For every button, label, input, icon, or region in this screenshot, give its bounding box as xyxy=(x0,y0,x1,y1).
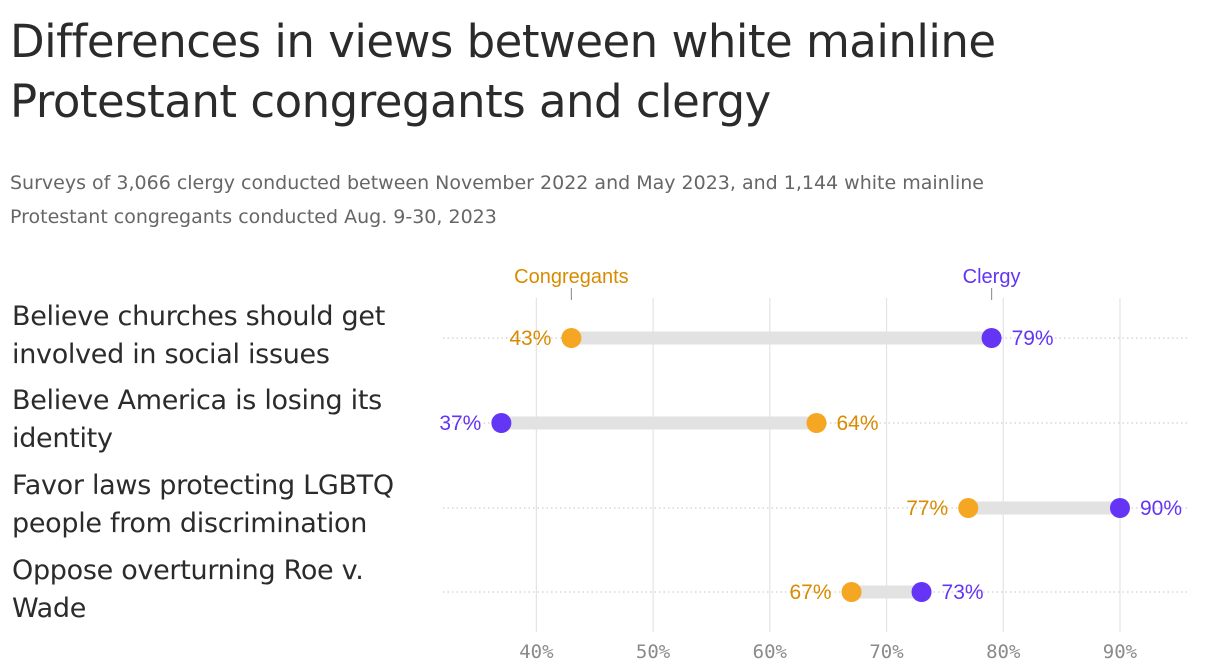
row-label-line: people from discrimination xyxy=(12,508,368,539)
dot-clergy xyxy=(491,413,512,433)
value-label-clergy: 90% xyxy=(1140,497,1182,520)
legend-label-congregants: Congregants xyxy=(514,266,629,288)
chart-title-line-2: Protestant congregants and clergy xyxy=(10,75,771,128)
value-label-congregants: 43% xyxy=(509,327,551,350)
row-label-lgbtq-laws: Favor laws protecting LGBTQ people from … xyxy=(12,467,437,543)
value-label-congregants: 77% xyxy=(906,497,948,520)
chart-subtitle-line-1: Surveys of 3,066 clergy conducted betwee… xyxy=(10,172,984,194)
x-tick-label: 80% xyxy=(986,641,1021,663)
row-label-line: involved in social issues xyxy=(12,339,330,370)
row-label-line: Believe churches should get xyxy=(12,301,385,332)
value-label-clergy: 37% xyxy=(439,412,481,435)
row-label-line: identity xyxy=(12,423,113,454)
dot-congregants xyxy=(841,582,862,602)
chart-subtitle: Surveys of 3,066 clergy conducted betwee… xyxy=(10,166,1160,234)
dot-clergy xyxy=(981,328,1002,348)
x-tick-label: 50% xyxy=(636,641,671,663)
row-label-america-identity: Believe America is losing its identity xyxy=(12,382,437,458)
row-label-line: Oppose overturning Roe v. xyxy=(12,555,364,586)
dot-congregants xyxy=(806,413,827,433)
chart-title-line-1: Differences in views between white mainl… xyxy=(10,15,996,68)
legend-label-clergy: Clergy xyxy=(963,266,1021,288)
value-label-clergy: 79% xyxy=(1012,327,1054,350)
dot-congregants xyxy=(958,498,979,518)
row-label-line: Wade xyxy=(12,593,87,624)
x-tick-label: 40% xyxy=(519,641,554,663)
value-label-clergy: 73% xyxy=(942,581,984,604)
chart-subtitle-line-2: Protestant congregants conducted Aug. 9-… xyxy=(10,206,497,228)
row-label-roe-v-wade: Oppose overturning Roe v. Wade xyxy=(12,552,437,628)
row-label-line: Believe America is losing its xyxy=(12,385,382,416)
chart-title: Differences in views between white mainl… xyxy=(10,12,1190,132)
x-tick-label: 70% xyxy=(869,641,904,663)
x-tick-label: 90% xyxy=(1103,641,1138,663)
x-tick-label: 60% xyxy=(753,641,788,663)
dot-clergy xyxy=(911,582,932,602)
value-label-congregants: 64% xyxy=(837,412,879,435)
row-label-social-issues: Believe churches should get involved in … xyxy=(12,298,437,374)
dot-congregants xyxy=(561,328,582,348)
value-label-congregants: 67% xyxy=(789,581,831,604)
row-label-line: Favor laws protecting LGBTQ xyxy=(12,470,394,501)
dot-clergy xyxy=(1109,498,1130,518)
